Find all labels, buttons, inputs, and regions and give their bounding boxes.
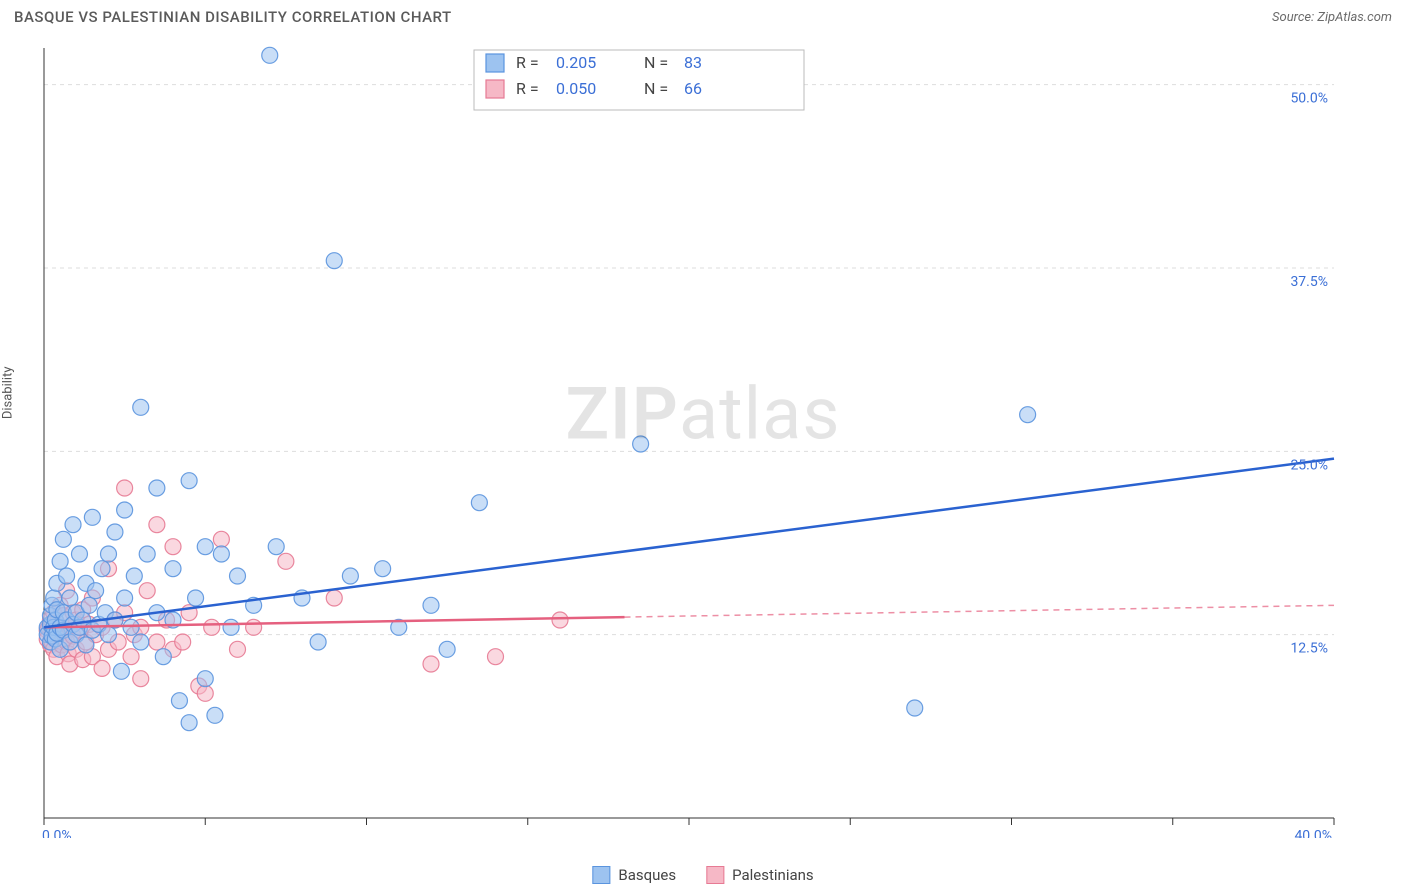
svg-text:0.050: 0.050 [556,79,596,98]
bottom-legend: Basques Palestinians [592,866,813,884]
svg-text:N =: N = [644,53,668,72]
svg-text:0.0%: 0.0% [42,828,72,838]
source-label: Source: ZipAtlas.com [1272,10,1392,25]
svg-text:25.0%: 25.0% [1290,457,1328,473]
chart-title: BASQUE VS PALESTINIAN DISABILITY CORRELA… [14,8,452,26]
svg-text:66: 66 [684,79,702,98]
svg-text:N =: N = [644,79,668,98]
legend-item-palestinians: Palestinians [706,866,814,884]
svg-text:83: 83 [684,53,702,72]
svg-text:37.5%: 37.5% [1290,274,1328,290]
chart-area: Disability 12.5%25.0%37.5%50.0%0.0%40.0%… [14,38,1392,838]
svg-text:50.0%: 50.0% [1290,91,1328,107]
legend-item-basques: Basques [592,866,676,884]
scatter-chart: 12.5% 25.0% 37.5% 50.0% 0.0% 40.0% R = 0.205 N =… [14,38,1364,838]
svg-text:0.205: 0.205 [556,53,596,72]
svg-text:40.0%: 40.0% [1294,828,1332,838]
y-axis-label: Disability [1,366,16,419]
svg-text:12.5%: 12.5% [1290,641,1328,657]
svg-text:R =: R = [516,53,539,72]
svg-text:R =: R = [516,79,539,98]
